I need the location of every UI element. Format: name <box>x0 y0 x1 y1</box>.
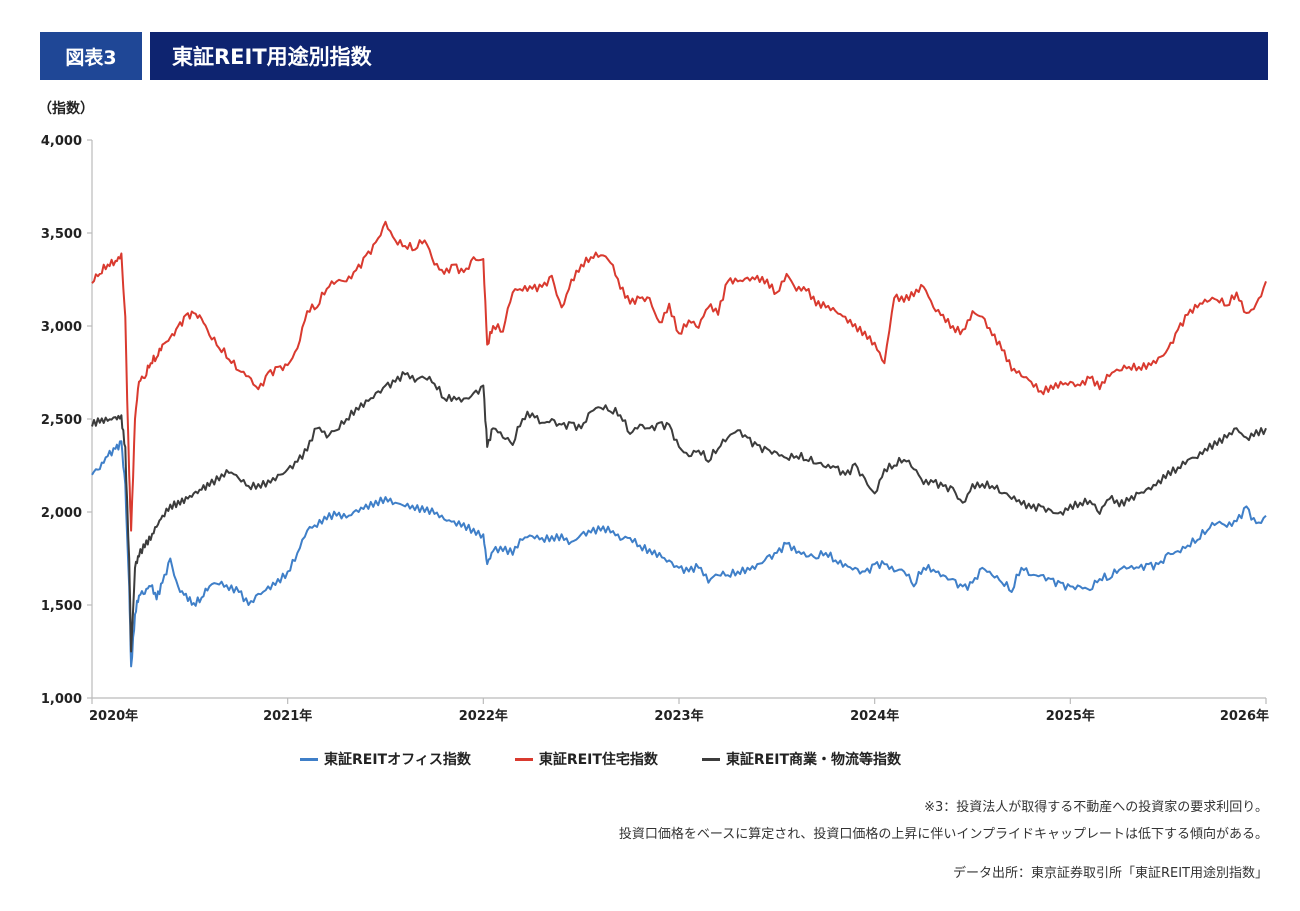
legend-item-retail-logistics: 東証REIT商業・物流等指数 <box>701 749 902 769</box>
figure-header: 図表3 東証REIT用途別指数 <box>40 32 1268 80</box>
x-tick-label: 2021年 <box>263 708 312 724</box>
footnote-line-1: ※3：投資法人が取得する不動産への投資家の要求利回り。 <box>924 800 1268 815</box>
y-tick-label: 4,000 <box>41 134 82 149</box>
x-tick-label: 2026年 <box>1220 708 1269 724</box>
x-tick-label: 2020年 <box>89 708 138 724</box>
y-tick-label: 3,500 <box>41 227 82 242</box>
legend-item-office: 東証REITオフィス指数 <box>300 749 471 769</box>
legend-item-residential: 東証REIT住宅指数 <box>514 749 658 769</box>
y-tick-label: 1,000 <box>41 692 82 707</box>
series-residential-line <box>91 220 1267 532</box>
chart-axes: 1,000 1,500 2,000 2,500 3,000 3,500 4,000 2020年… <box>41 134 1269 724</box>
y-axis-unit-label: （指数） <box>38 101 94 117</box>
data-source: データ出所：東京証券取引所「東証REIT用途別指数」 <box>952 866 1268 881</box>
chart-series <box>91 220 1267 668</box>
legend-swatch-retail-logistics <box>701 757 720 761</box>
legend-label-residential: 東証REIT住宅指数 <box>538 752 658 768</box>
y-tick-label: 1,500 <box>41 599 82 614</box>
legend-swatch-residential <box>514 757 533 761</box>
x-tick-label: 2023年 <box>654 708 703 724</box>
y-tick-label: 2,500 <box>41 413 82 428</box>
x-tick-label: 2022年 <box>459 708 508 724</box>
figure-number-label: 図表3 <box>40 32 142 80</box>
y-tick-label: 3,000 <box>41 320 82 335</box>
x-tick-label: 2025年 <box>1046 708 1095 724</box>
legend-label-office: 東証REITオフィス指数 <box>324 752 471 768</box>
series-retail-logistics-line <box>91 371 1267 653</box>
footnote-line-2: 投資口価格をベースに算定され、投資口価格の上昇に伴いインプライドキャップレートは… <box>618 827 1268 842</box>
y-tick-label: 2,000 <box>41 506 82 521</box>
chart-title: 東証REIT用途別指数 <box>150 32 1268 80</box>
legend-label-retail-logistics: 東証REIT商業・物流等指数 <box>725 752 902 768</box>
x-tick-label: 2024年 <box>850 708 899 724</box>
legend-swatch-office <box>300 757 318 761</box>
chart-legend: 東証REITオフィス指数 東証REIT住宅指数 東証REIT商業・物流等指数 <box>300 749 901 769</box>
series-office-line <box>91 440 1267 668</box>
